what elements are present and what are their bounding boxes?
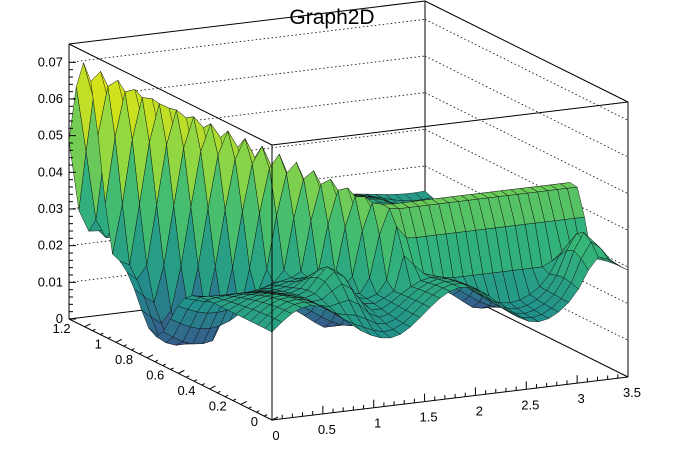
z-tick-label: 0.06 [38,91,63,106]
z-tick-label: 0.04 [38,164,63,179]
z-tick-label: 0.02 [38,238,63,253]
y-minor-tick [256,410,260,413]
y-minor-tick [224,394,229,398]
y-minor-tick [162,363,166,367]
y-minor-tick [232,398,237,402]
y-tick-label: 0 [251,414,258,429]
y-minor-tick [154,359,159,363]
x-tick-label: 0.5 [318,422,336,437]
y-minor-tick [123,344,127,347]
y-tick-label: 0.8 [115,352,133,367]
y-tick-label: 0.6 [146,367,164,382]
surface-facet [610,260,629,271]
x-tick-label: 2.5 [521,397,539,412]
z-tick-label: 0 [56,311,63,326]
x-tick-label: 3 [578,391,585,406]
y-tick [115,338,123,343]
y-minor-tick [107,336,112,339]
x-tick-label: 0 [272,428,279,443]
y-tick-label: 0.2 [209,398,227,413]
y-tick [240,401,247,405]
z-gridline-side [424,55,629,158]
y-axis: 0 0.2 0.4 0.6 0.8 1 1.2 [53,321,279,429]
y-tick [178,369,185,374]
frame-edge [68,43,273,146]
y-tick [209,385,216,390]
x-tick-label: 1 [374,416,381,431]
y-minor-tick [185,375,190,378]
z-tick-label: 0.07 [38,54,63,69]
z-tick-label: 0.03 [38,201,63,216]
y-minor-tick [217,390,221,394]
y-tick [271,416,279,421]
z-gridline-side [424,92,629,195]
y-tick-label: 1.2 [53,321,71,336]
y-minor-tick [263,414,268,417]
x-axis: 0 0.5 1 1.5 2 2.5 3 3.5 [271,369,641,443]
y-tick-label: 0.4 [177,383,195,398]
x-tick-label: 1.5 [420,410,438,425]
y-minor-tick [248,406,252,409]
frame-edge [424,0,629,103]
z-gridline-side [424,18,629,121]
y-minor-tick [170,367,174,370]
y-minor-tick [92,328,96,332]
y-minor-tick [139,352,143,355]
y-minor-tick [100,332,104,335]
z-gridline-back [68,18,426,63]
z-gridline-side [424,128,629,231]
y-minor-tick [131,348,135,351]
frame-edge [271,376,629,421]
chart-title: Graph2D [289,6,374,29]
x-tick-label: 2 [476,403,483,418]
y-minor-tick [201,383,205,386]
frame-edge [68,0,426,45]
z-tick-label: 0.01 [38,274,63,289]
y-tick [146,354,154,359]
y-minor-tick [193,379,198,382]
z-tick-label: 0.05 [38,128,63,143]
y-tick [84,323,91,328]
y-tick-label: 1 [95,336,102,351]
x-tick-label: 3.5 [623,385,641,400]
z-axis: 0 0.01 0.02 0.03 0.04 0.05 0.06 0.07 [38,54,76,326]
surface-mesh [68,61,629,346]
frame-edge [271,101,629,146]
